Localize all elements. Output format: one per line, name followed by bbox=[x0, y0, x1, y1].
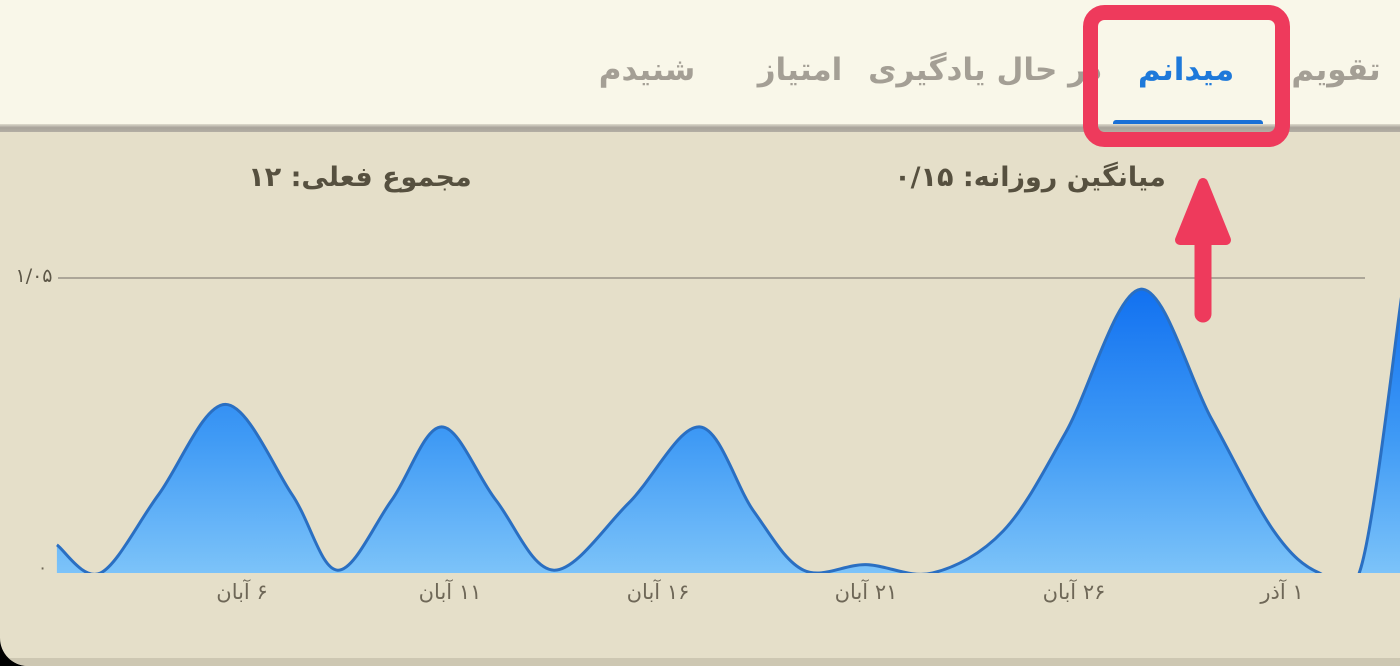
tab-bar: تقویم میدانم در حال یادگیری امتیاز شنیدم bbox=[0, 0, 1400, 127]
current-total-stat: مجموع فعلی: ۱۲ bbox=[248, 162, 472, 193]
daily-average-stat: میانگین روزانه: ۰/۱۵ bbox=[894, 162, 1166, 193]
area-fill bbox=[56, 289, 1400, 573]
x-axis-label: ۱۶ آبان bbox=[626, 580, 690, 604]
x-axis-label: ۱۱ آبان bbox=[418, 580, 482, 604]
x-axis-label: ۶ آبان bbox=[216, 580, 268, 604]
x-axis-labels: ۶ آبان ۱۱ آبان ۱۶ آبان ۲۱ آبان ۲۶ آبان ۱ آذر bbox=[0, 580, 1400, 610]
x-axis-label: ۱ آذر bbox=[1260, 580, 1304, 604]
header-divider bbox=[0, 124, 1400, 132]
tab-learning[interactable]: در حال یادگیری bbox=[868, 52, 1102, 88]
tab-score[interactable]: امتیاز bbox=[757, 52, 843, 88]
tab-heard[interactable]: شنیدم bbox=[598, 52, 696, 88]
y-axis-max-label: ۱/۰۵ bbox=[15, 265, 53, 287]
activity-area-chart bbox=[55, 287, 1400, 573]
tab-i-know[interactable]: میدانم bbox=[1137, 52, 1235, 88]
chart-gridline bbox=[58, 277, 1365, 279]
bottom-strip bbox=[0, 658, 1400, 666]
y-axis-zero-label: ۰ bbox=[38, 558, 48, 578]
x-axis-label: ۲۱ آبان bbox=[834, 580, 898, 604]
x-axis-label: ۲۶ آبان bbox=[1042, 580, 1106, 604]
tab-calendar[interactable]: تقویم bbox=[1291, 52, 1381, 88]
area-stroke bbox=[55, 287, 1400, 573]
